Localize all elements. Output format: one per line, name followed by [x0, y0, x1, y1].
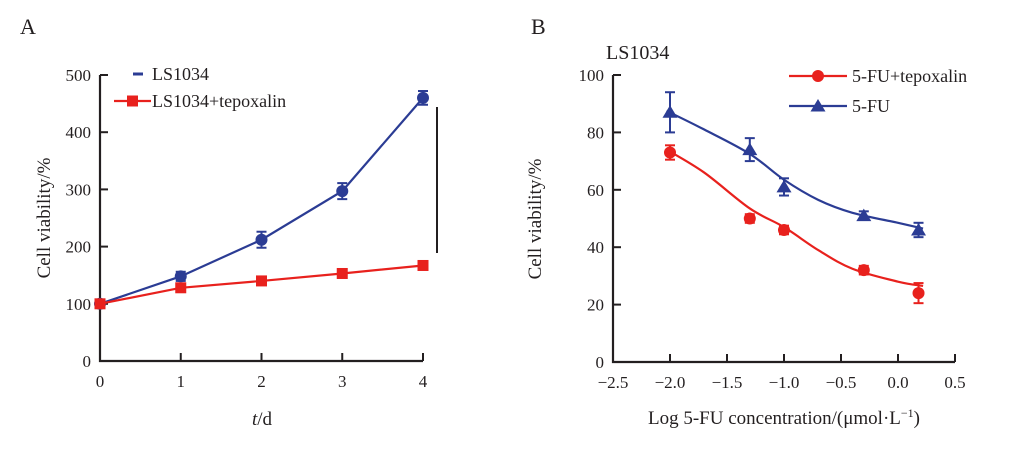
- panel-a-y-tick-label: 0: [83, 352, 92, 371]
- panel-b-y-tick-label: 40: [587, 238, 604, 257]
- panel-a-x-tick-label: 0: [96, 372, 105, 391]
- panel-a-y-tick-label: 300: [66, 180, 92, 199]
- panel-a-y-tick-label: 200: [66, 238, 92, 257]
- panel-b-x-axis-title: Log 5-FU concentration/(μmol·L−1): [648, 406, 920, 429]
- panel-b-curve-5-FU: [666, 109, 924, 230]
- panel-a-marker-LS1034: [174, 270, 187, 283]
- panel-b-marker-5-FU+tepoxalin: [743, 212, 756, 225]
- panel-b-y-tick-label: 80: [587, 123, 604, 142]
- panel-a-y-tick-label: 400: [66, 123, 92, 142]
- panel-b-marker-5-FU: [911, 222, 927, 236]
- panel-b-curve-5-FU+tepoxalin: [666, 148, 924, 288]
- panel-a-marker-LS1034+tepoxalin: [94, 298, 106, 310]
- panel-a-x-tick-label: 3: [338, 372, 347, 391]
- panel-a-y-tick-label: 100: [66, 295, 92, 314]
- panel-a-marker-LS1034: [255, 233, 268, 246]
- panel-a-x-axis-title-italic: t: [252, 409, 258, 430]
- panel-a-x-tick-label: 4: [419, 372, 428, 391]
- panel-b-marker-5-FU: [662, 105, 678, 118]
- panel-a-x-axis-title: t/d: [252, 409, 273, 430]
- panel-b-x-tick-label: −1.5: [712, 373, 743, 392]
- panel-a-marker-LS1034+tepoxalin: [336, 267, 348, 279]
- panel-a-x-axis-title-rest: /d: [257, 409, 272, 430]
- panel-b-legend-red-circle-marker: [812, 70, 824, 82]
- panel-a-y-tick-label: 500: [66, 66, 92, 85]
- panel-a-line-LS1034: [99, 97, 424, 305]
- panel-a-marker-LS1034: [336, 185, 349, 198]
- panel-b-x-tick-label: −2.5: [598, 373, 629, 392]
- panel-a-x-tick-label: 2: [257, 372, 266, 391]
- panel-a-legend-red-square-marker: [127, 95, 138, 107]
- panel-a-legend-item-ls1034-tepoxalin: LS1034+tepoxalin: [152, 91, 286, 111]
- panel-b-x-axis-title-pre: Log 5-FU concentration/(μmol·L: [648, 408, 901, 429]
- panel-b-legend-item-5fu: 5-FU: [852, 96, 890, 116]
- panel-a-marker-LS1034+tepoxalin: [256, 275, 267, 287]
- panel-b-marker-5-FU: [742, 142, 758, 156]
- panel-b-marker-5-FU+tepoxalin: [857, 264, 870, 277]
- panel-a-label: A: [20, 14, 36, 39]
- panel-b-marker-5-FU+tepoxalin: [912, 287, 925, 300]
- panel-a-marker-LS1034+tepoxalin: [175, 282, 187, 294]
- panel-a-marker-LS1034: [417, 91, 429, 104]
- panel-a-axes: [98, 75, 423, 363]
- panel-b-x-tick-label: −1.0: [769, 373, 800, 392]
- panel-b-y-tick-label: 20: [587, 296, 604, 315]
- panel-b-x-tick-label: −0.5: [826, 373, 857, 392]
- panel-b-legend-blue-triangle-marker: [810, 99, 826, 112]
- panel-b-label: B: [531, 14, 546, 39]
- panel-b-y-axis-title: Cell viability/%: [525, 158, 546, 279]
- panel-b-x-axis-title-superscript: −1: [901, 406, 914, 420]
- panel-b-marker-5-FU: [776, 179, 792, 193]
- panel-a-x-tick-label: 1: [177, 372, 186, 391]
- panel-b-plot-title: LS1034: [606, 42, 669, 64]
- panel-a-marker-LS1034+tepoxalin: [417, 259, 429, 271]
- panel-a-y-axis-title: Cell viability/%: [34, 157, 55, 278]
- panel-b-x-tick-label: 0.5: [944, 373, 965, 392]
- panel-b-marker-5-FU+tepoxalin: [664, 146, 676, 159]
- panel-b-marker-5-FU: [856, 208, 872, 222]
- panel-b-x-axis-title-post: ): [914, 408, 920, 429]
- panel-b-y-tick-label: 0: [596, 353, 605, 372]
- panel-b-axes: [611, 75, 955, 364]
- panel-b-marker-5-FU+tepoxalin: [778, 223, 790, 236]
- panel-b-y-tick-label: 60: [587, 181, 604, 200]
- panel-a-legend-item-ls1034: LS1034: [152, 64, 209, 84]
- panel-b-x-tick-label: 0.0: [887, 373, 908, 392]
- panel-b-x-tick-label: −2.0: [655, 373, 686, 392]
- panel-b-legend-item-5fu-tepoxalin: 5-FU+tepoxalin: [852, 66, 967, 86]
- panel-b-y-tick-label: 100: [579, 66, 605, 85]
